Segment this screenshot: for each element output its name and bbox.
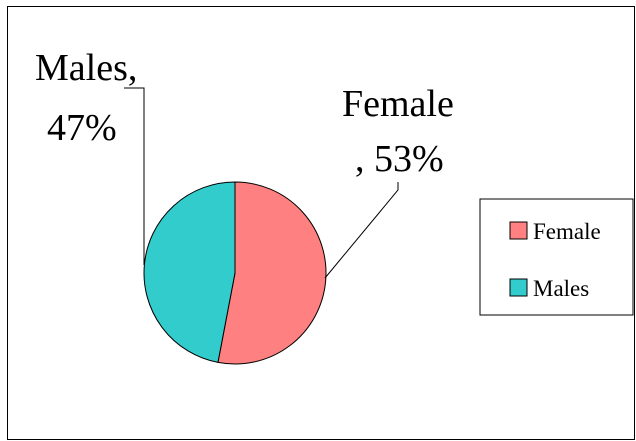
leader-line-males	[124, 87, 145, 265]
data-label-female-name: Female	[342, 83, 454, 125]
data-label-female-value: , 53%	[355, 138, 444, 180]
pie-slices	[143, 181, 327, 365]
data-label-males-name: Males,	[35, 47, 137, 89]
data-label-males-value: 47%	[47, 107, 117, 149]
legend-swatch-female	[509, 221, 528, 240]
legend-box	[479, 198, 634, 316]
legend-label-males: Males	[533, 276, 589, 301]
pie-slice-female	[217, 181, 327, 365]
legend-label-female: Female	[533, 219, 601, 244]
leader-line-female	[324, 182, 399, 279]
pie-slice-males	[143, 181, 236, 363]
legend-swatch-males	[509, 278, 528, 297]
